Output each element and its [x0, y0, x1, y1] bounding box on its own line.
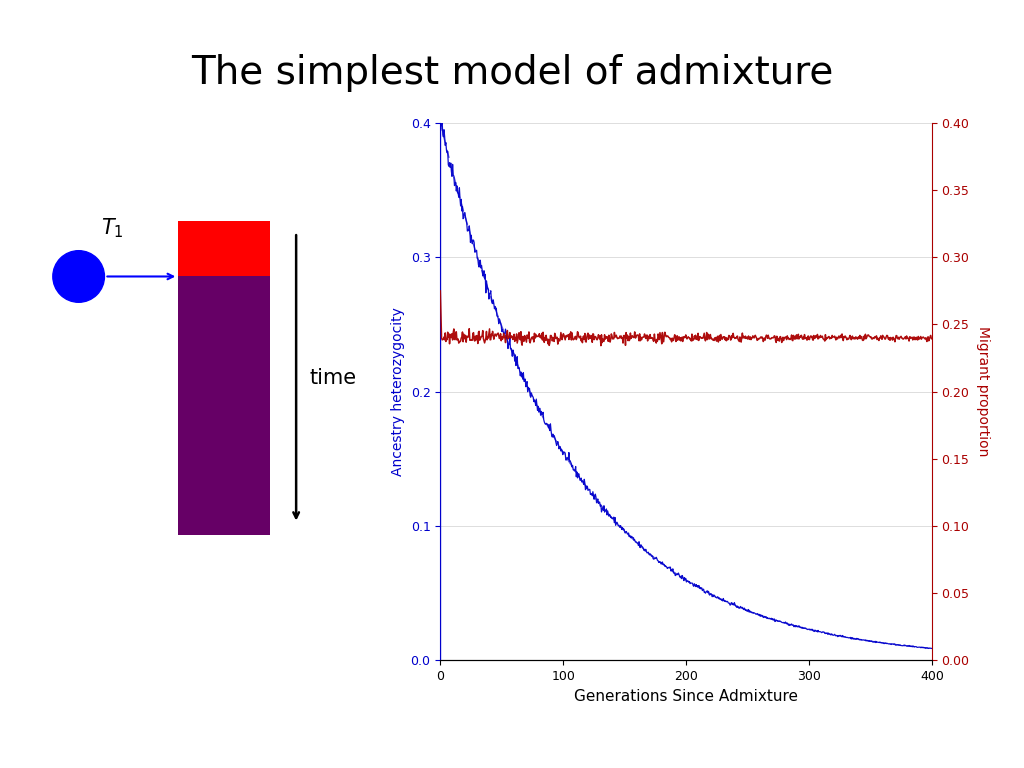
Bar [178, 221, 270, 276]
Bar [178, 221, 270, 535]
Y-axis label: Ancestry heterozygocity: Ancestry heterozygocity [391, 307, 406, 476]
Circle shape [53, 250, 104, 303]
Y-axis label: Migrant proportion: Migrant proportion [977, 326, 990, 457]
Text: $T_1$: $T_1$ [100, 216, 123, 240]
Text: time: time [309, 368, 356, 388]
Text: The simplest model of admixture: The simplest model of admixture [190, 54, 834, 91]
X-axis label: Generations Since Admixture: Generations Since Admixture [574, 689, 798, 703]
